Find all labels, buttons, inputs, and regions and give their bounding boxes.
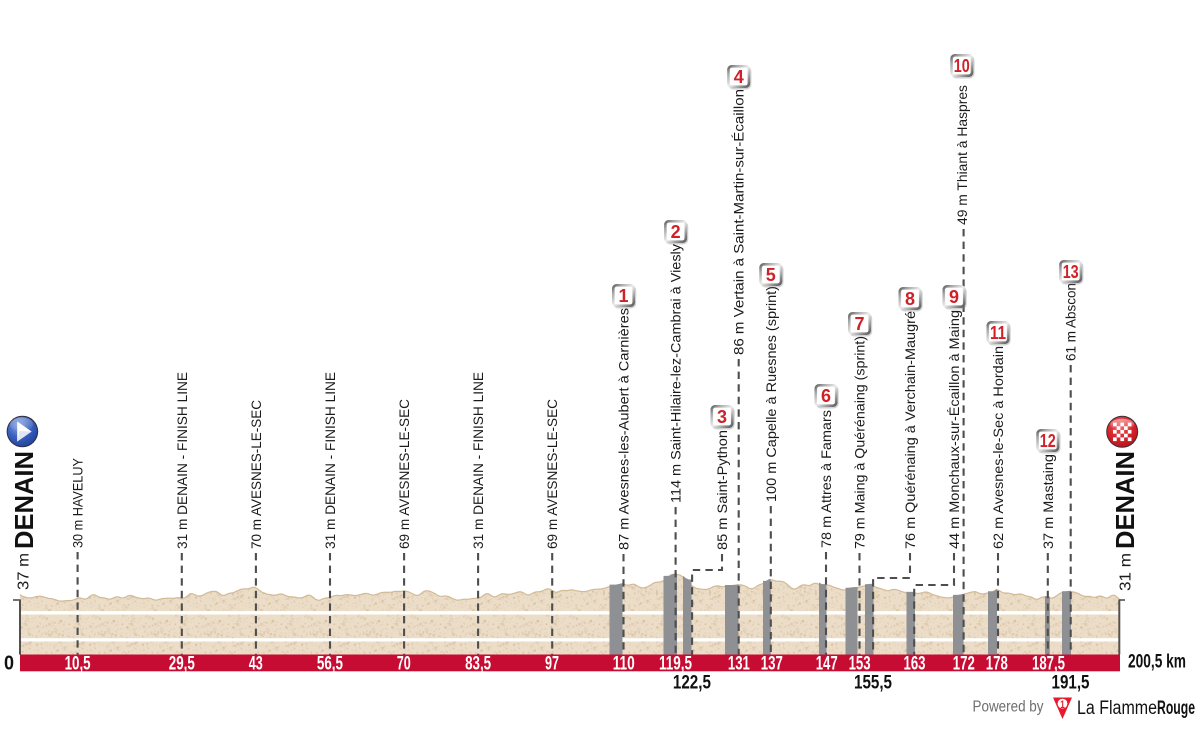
svg-text:70: 70	[397, 654, 411, 675]
svg-text:13: 13	[1063, 262, 1079, 282]
svg-text:79 m Maing à Quérénaing (sprin: 79 m Maing à Quérénaing (sprint)	[852, 336, 868, 549]
svg-text:3: 3	[717, 407, 727, 427]
svg-text:4: 4	[734, 67, 744, 87]
svg-text:69 m AVESNES-LE-SEC: 69 m AVESNES-LE-SEC	[544, 399, 560, 549]
svg-text:La Flamme: La Flamme	[1077, 698, 1157, 719]
svg-text:147: 147	[816, 654, 838, 675]
svg-text:172: 172	[953, 654, 975, 675]
svg-text:29,5: 29,5	[169, 654, 195, 675]
svg-text:153: 153	[849, 654, 871, 675]
svg-text:31 m DENAIN - FINISH LINE: 31 m DENAIN - FINISH LINE	[174, 372, 190, 549]
svg-text:10: 10	[954, 56, 970, 76]
svg-text:30 m HAVELUY: 30 m HAVELUY	[70, 457, 86, 548]
svg-text:10,5: 10,5	[65, 654, 91, 675]
svg-text:31 m: 31 m	[1118, 553, 1135, 591]
svg-text:2: 2	[671, 222, 681, 242]
svg-text:DENAIN: DENAIN	[9, 451, 39, 549]
svg-text:87 m Avesnes-les-Aubert à Carn: 87 m Avesnes-les-Aubert à Carnières	[616, 308, 632, 550]
svg-text:5: 5	[766, 265, 776, 285]
svg-text:11: 11	[990, 323, 1006, 343]
svg-text:31 m DENAIN - FINISH LINE: 31 m DENAIN - FINISH LINE	[470, 372, 486, 549]
svg-text:187,5: 187,5	[1032, 654, 1065, 675]
svg-text:56,5: 56,5	[317, 654, 343, 675]
svg-text:86 m Vertain à Saint-Martin-su: 86 m Vertain à Saint-Martin-sur-Écaillon	[731, 89, 747, 355]
svg-text:137: 137	[761, 654, 783, 675]
svg-text:61 m Abscon: 61 m Abscon	[1063, 283, 1079, 361]
svg-text:DENAIN: DENAIN	[1110, 451, 1140, 549]
svg-text:131: 131	[728, 654, 750, 675]
svg-text:12: 12	[1040, 431, 1056, 451]
svg-text:155,5: 155,5	[854, 673, 892, 694]
svg-text:100 m Capelle à Ruesnes (sprin: 100 m Capelle à Ruesnes (sprint)	[763, 286, 779, 502]
svg-text:9: 9	[949, 287, 959, 307]
svg-text:0: 0	[4, 653, 14, 675]
svg-text:85 m Saint-Python: 85 m Saint-Python	[714, 430, 730, 550]
svg-text:37 m Mastaing: 37 m Mastaing	[1040, 454, 1056, 549]
svg-text:44 m Monchaux-sur-Écaillon à M: 44 m Monchaux-sur-Écaillon à Maing	[946, 310, 962, 549]
svg-text:Rouge: Rouge	[1157, 698, 1195, 719]
svg-text:76 m Quérénaing à Verchain-Mau: 76 m Quérénaing à Verchain-Maugré	[902, 311, 918, 549]
svg-text:119,5: 119,5	[659, 654, 692, 675]
svg-text:83,5: 83,5	[465, 654, 491, 675]
svg-text:37 m: 37 m	[16, 553, 33, 590]
svg-text:69 m AVESNES-LE-SEC: 69 m AVESNES-LE-SEC	[396, 399, 412, 549]
svg-text:178: 178	[986, 654, 1008, 675]
svg-text:78 m Attres à Famars: 78 m Attres à Famars	[818, 410, 834, 548]
svg-text:97: 97	[545, 654, 559, 675]
svg-text:8: 8	[905, 289, 915, 309]
svg-text:1: 1	[1060, 699, 1065, 711]
svg-text:62 m Avesnes-le-Sec à Hordain: 62 m Avesnes-le-Sec à Hordain	[990, 346, 1006, 549]
svg-text:110: 110	[613, 654, 635, 675]
svg-text:191,5: 191,5	[1052, 673, 1090, 694]
svg-text:70 m AVESNES-LE-SEC: 70 m AVESNES-LE-SEC	[248, 400, 264, 549]
svg-text:122,5: 122,5	[673, 673, 711, 694]
svg-text:31 m DENAIN - FINISH LINE: 31 m DENAIN - FINISH LINE	[322, 372, 338, 549]
svg-text:Powered by: Powered by	[973, 699, 1044, 716]
svg-text:163: 163	[904, 654, 926, 675]
svg-text:6: 6	[821, 386, 831, 406]
svg-text:114 m Saint-Hilaire-lez-Cambra: 114 m Saint-Hilaire-lez-Cambrai à Viesly	[668, 244, 684, 503]
svg-text:7: 7	[854, 314, 864, 334]
svg-text:1: 1	[618, 286, 628, 306]
svg-text:43: 43	[249, 654, 263, 675]
svg-text:200,5 km: 200,5 km	[1128, 652, 1186, 673]
svg-text:49 m Thiant à Haspres: 49 m Thiant à Haspres	[954, 85, 970, 225]
